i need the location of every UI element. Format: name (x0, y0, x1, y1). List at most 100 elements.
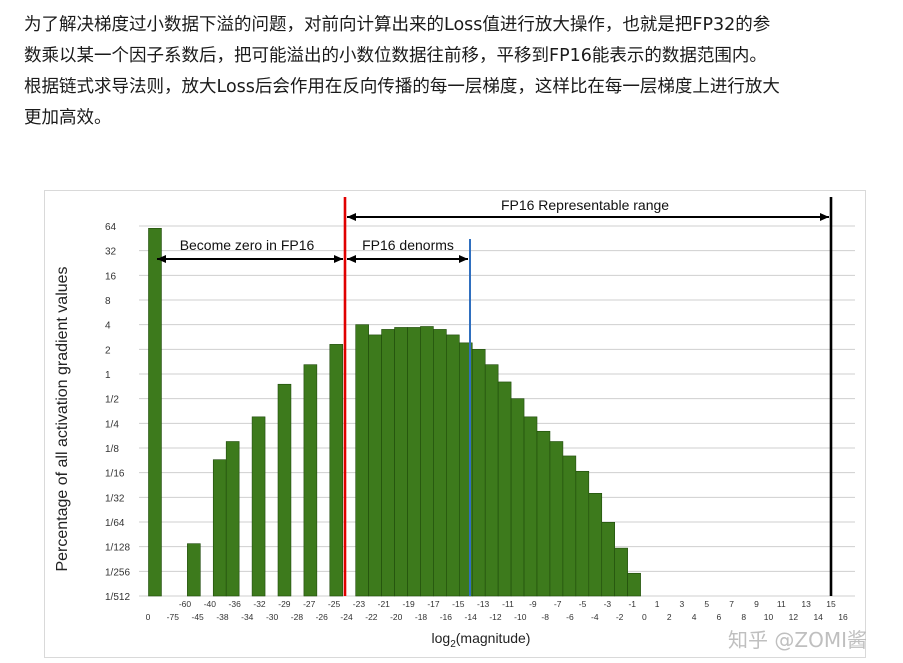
annotation-arrowhead-left (347, 213, 356, 221)
histogram-bar (381, 329, 395, 597)
x-tick-label-top: -3 (604, 599, 612, 609)
y-tick-label: 1/4 (105, 419, 119, 430)
x-tick-label-top: -60 (179, 599, 192, 609)
histogram-bar (407, 327, 421, 597)
bars-layer (148, 227, 641, 597)
histogram-bar (627, 572, 641, 597)
x-tick-label-top: -32 (253, 599, 266, 609)
x-tick-label-bottom: 0 (146, 612, 151, 622)
annotation-arrowhead-right (334, 255, 343, 263)
x-tick-label-top: -17 (427, 599, 440, 609)
x-tick-label-top: -23 (353, 599, 366, 609)
x-tick-label-bottom: -30 (266, 612, 279, 622)
x-tick-label-top: -1 (628, 599, 636, 609)
y-tick-label: 32 (105, 247, 117, 258)
histogram-bar (394, 327, 408, 597)
histogram-bar (510, 398, 525, 597)
x-axis-label-main: log (432, 630, 451, 646)
x-tick-label-bottom: -6 (566, 612, 574, 622)
x-tick-label-bottom: -8 (541, 612, 549, 622)
x-tick-label-top: -19 (402, 599, 415, 609)
x-tick-label-top: 13 (801, 599, 811, 609)
x-tick-label-top: 9 (754, 599, 759, 609)
x-axis-label-tail: (magnitude) (456, 630, 531, 646)
histogram-bar (148, 227, 162, 597)
y-tick-label: 1/16 (105, 469, 125, 480)
histogram-bar (212, 459, 227, 597)
zhihu-watermark: 知乎 @ZOMI酱 (728, 628, 867, 652)
histogram-bar (562, 455, 577, 597)
x-tick-label-bottom: 10 (764, 612, 774, 622)
histogram-bar (471, 349, 486, 597)
histogram-bar (549, 441, 564, 597)
x-tick-label-bottom: 0 (642, 612, 647, 622)
y-tick-label: 64 (105, 222, 117, 233)
histogram-bar (536, 430, 551, 597)
x-tick-label-top: -13 (477, 599, 490, 609)
article-paragraph: 为了解决梯度过小数据下溢的问题，对前向计算出来的Loss值进行放大操作，也就是把… (24, 10, 884, 134)
histogram-bar (251, 416, 266, 597)
y-tick-label: 1/128 (105, 543, 130, 554)
histogram-bar (484, 364, 499, 597)
y-tick-label: 8 (105, 296, 111, 307)
paragraph-line-3: 根据链式求导法则，放大Loss后会作用在反向传播的每一层梯度，这样比在每一层梯度… (24, 77, 780, 97)
x-tick-label-top: 1 (655, 599, 660, 609)
histogram-bar (420, 326, 434, 597)
annotation-label: Become zero in FP16 (180, 237, 315, 253)
histogram-bar (433, 329, 447, 597)
paragraph-line-4: 更加高效。 (24, 108, 112, 128)
histogram-bar (368, 334, 382, 597)
x-tick-label-top: -15 (452, 599, 465, 609)
histogram-bar (303, 364, 318, 597)
x-tick-label-top: 3 (680, 599, 685, 609)
y-tick-labels: 1/512 1/256 1/128 1/64 1/32 1/16 1/8 1/4 1/2 1 2 4 8… (105, 222, 130, 603)
histogram-bar (187, 543, 201, 597)
x-tick-label-top: 5 (704, 599, 709, 609)
x-tick-label-top: -21 (378, 599, 391, 609)
y-tick-label: 2 (105, 345, 111, 356)
x-tick-label-bottom: -34 (241, 612, 254, 622)
x-axis-label-subscript: 2 (450, 639, 456, 650)
x-tick-label-bottom: -20 (390, 612, 403, 622)
annotation-arrowhead-right (820, 213, 829, 221)
x-tick-label-bottom: 2 (667, 612, 672, 622)
x-tick-label-bottom: 12 (789, 612, 799, 622)
paragraph-line-1: 为了解决梯度过小数据下溢的问题，对前向计算出来的Loss值进行放大操作，也就是把… (24, 15, 771, 35)
histogram-bar (575, 470, 590, 597)
x-tick-label-bottom: -14 (465, 612, 478, 622)
x-tick-label-bottom: -26 (316, 612, 329, 622)
paragraph-line-2: 数乘以某一个因子系数后，把可能溢出的小数位数据往前移，平移到FP16能表示的数据… (24, 46, 767, 66)
histogram-bar (355, 324, 369, 597)
histogram-bar (523, 416, 538, 597)
x-tick-label-bottom: 14 (813, 612, 823, 622)
x-tick-label-top: 15 (826, 599, 836, 609)
annotation-label: FP16 Representable range (501, 197, 669, 213)
annotation-arrowhead-right (459, 255, 468, 263)
x-tick-label-bottom: -18 (415, 612, 428, 622)
y-tick-label: 4 (105, 321, 111, 332)
reference-lines (343, 197, 833, 596)
x-tick-label-bottom: -45 (191, 612, 204, 622)
histogram-bar (225, 441, 240, 597)
annotation-arrowhead-left (157, 255, 166, 263)
x-tick-label-top: -5 (579, 599, 587, 609)
x-tick-label-bottom: -38 (216, 612, 229, 622)
annotations-layer: FP16 Representable range Become zero in F… (157, 197, 829, 263)
x-tick-label-bottom: -22 (365, 612, 378, 622)
histogram-bar (614, 547, 628, 597)
x-tick-label-bottom: 16 (838, 612, 848, 622)
histogram-bar (601, 521, 615, 597)
y-tick-label: 1/8 (105, 444, 119, 455)
x-tick-label-bottom: -16 (440, 612, 453, 622)
annotation-label: FP16 denorms (362, 237, 454, 253)
x-tick-label-top: -36 (229, 599, 242, 609)
x-tick-label-bottom: 8 (741, 612, 746, 622)
x-tick-label-bottom: 4 (692, 612, 697, 622)
x-tick-label-top: -40 (204, 599, 217, 609)
y-tick-label: 1/2 (105, 395, 119, 406)
y-tick-label: 1/512 (105, 592, 130, 603)
y-tick-label: 1/64 (105, 518, 125, 529)
x-tick-label-bottom: -2 (616, 612, 624, 622)
x-tick-label-top: -27 (303, 599, 316, 609)
x-axis-label: log2(magnitude) (432, 630, 531, 650)
